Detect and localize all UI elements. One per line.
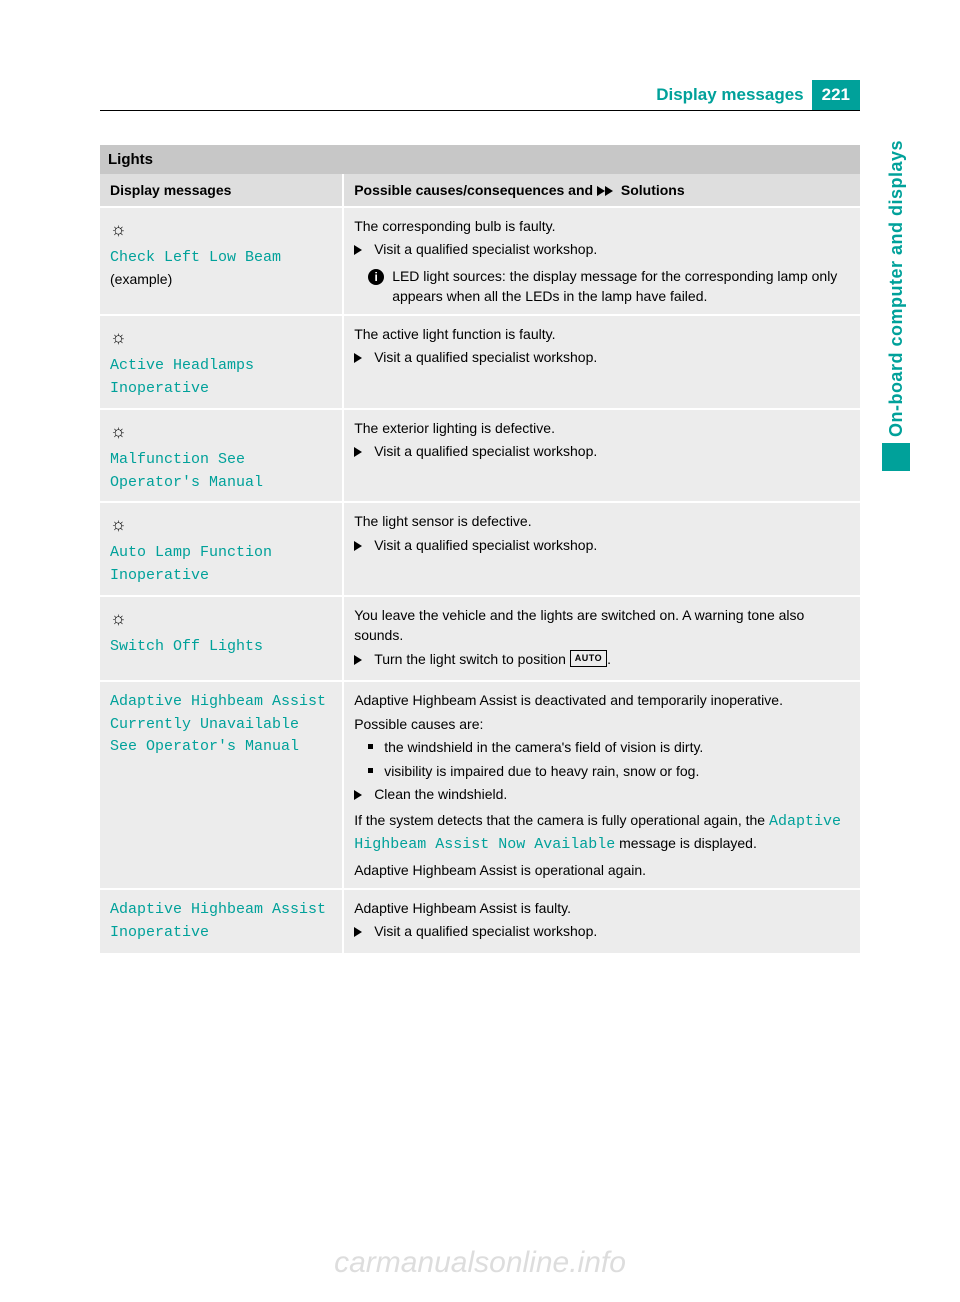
section-title: Lights (100, 145, 860, 174)
side-tab: On-board computer and displays (882, 140, 910, 471)
triangle-icon (354, 447, 362, 457)
tail-pre: If the system detects that the camera is… (354, 812, 769, 828)
table-row: ☼ Switch Off Lights You leave the vehicl… (100, 596, 860, 681)
cause-text: The corresponding bulb is faulty. (354, 216, 850, 236)
table-row: Adaptive Highbeam Assist Inoperative Ada… (100, 889, 860, 953)
triangle-icon (605, 186, 613, 196)
triangle-icon (597, 186, 605, 196)
triangle-icon (354, 245, 362, 255)
side-tab-marker (882, 443, 910, 471)
table-row: ☼ Malfunction See Operator's Manual The … (100, 409, 860, 503)
triangle-icon (354, 353, 362, 363)
col2-prefix: Possible causes/consequences and (354, 182, 597, 198)
page: Display messages 221 On-board computer a… (0, 0, 960, 1302)
triangle-icon (354, 655, 362, 665)
display-message: Adaptive Highbeam Assist Currently Unava… (110, 693, 326, 756)
action-post: . (607, 651, 611, 667)
bulb-icon: ☼ (110, 324, 127, 350)
display-message: Switch Off Lights (110, 638, 263, 655)
auto-icon: AUTO (570, 650, 607, 667)
bulb-icon: ☼ (110, 418, 127, 444)
display-message: Malfunction See Operator's Manual (110, 451, 263, 491)
info-text: LED light sources: the display message f… (392, 266, 850, 307)
page-header: Display messages 221 (656, 80, 860, 110)
display-message: Auto Lamp Function Inoperative (110, 544, 272, 584)
action-text: Visit a qualified specialist workshop. (374, 239, 850, 259)
col-causes-solutions: Possible causes/consequences and Solutio… (343, 174, 860, 207)
header-title: Display messages (656, 80, 811, 110)
info-icon: i (368, 269, 384, 285)
watermark: carmanualsonline.info (0, 1246, 960, 1280)
side-tab-label: On-board computer and displays (886, 140, 907, 437)
table-row: ☼ Check Left Low Beam (example) The corr… (100, 207, 860, 315)
messages-table: Display messages Possible causes/consequ… (100, 174, 860, 953)
header-page-number: 221 (812, 80, 860, 110)
action-text: Visit a qualified specialist workshop. (374, 347, 850, 367)
display-message: Active Headlamps Inoperative (110, 357, 254, 397)
bulb-icon: ☼ (110, 511, 127, 537)
content: Lights Display messages Possible causes/… (100, 145, 860, 953)
cause-text: The exterior lighting is defective. (354, 418, 850, 438)
cause-text: The light sensor is defective. (354, 511, 850, 531)
tail-text-2: Adaptive Highbeam Assist is operational … (354, 860, 850, 880)
table-row: ☼ Active Headlamps Inoperative The activ… (100, 315, 860, 409)
action-text: Visit a qualified specialist workshop. (374, 921, 850, 941)
cause-text: You leave the vehicle and the lights are… (354, 605, 850, 646)
bullet-icon (368, 768, 373, 773)
bullet-text: visibility is impaired due to heavy rain… (384, 761, 850, 781)
action-text: Turn the light switch to position AUTO. (374, 649, 850, 669)
tail-text: If the system detects that the camera is… (354, 810, 850, 856)
cause-text: The active light function is faulty. (354, 324, 850, 344)
action-text: Visit a qualified specialist workshop. (374, 441, 850, 461)
col-display-messages: Display messages (100, 174, 343, 207)
cause-text: Adaptive Highbeam Assist is deactivated … (354, 690, 850, 710)
triangle-icon (354, 541, 362, 551)
action-text: Clean the windshield. (374, 784, 850, 804)
table-row: ☼ Auto Lamp Function Inoperative The lig… (100, 502, 860, 596)
triangle-icon (354, 927, 362, 937)
action-pre: Turn the light switch to position (374, 651, 570, 667)
header-rule (100, 110, 860, 111)
bulb-icon: ☼ (110, 605, 127, 631)
cause-text: Adaptive Highbeam Assist is faulty. (354, 898, 850, 918)
display-message-note: (example) (110, 271, 172, 287)
col2-suffix: Solutions (621, 182, 685, 198)
triangle-icon (354, 790, 362, 800)
table-row: Adaptive Highbeam Assist Currently Unava… (100, 681, 860, 889)
display-message: Adaptive Highbeam Assist Inoperative (110, 901, 326, 941)
cause-text-2: Possible causes are: (354, 714, 850, 734)
bullet-icon (368, 744, 373, 749)
display-message: Check Left Low Beam (110, 249, 281, 266)
tail-post: message is displayed. (615, 835, 757, 851)
bullet-text: the windshield in the camera's field of … (384, 737, 850, 757)
bulb-icon: ☼ (110, 216, 127, 242)
action-text: Visit a qualified specialist workshop. (374, 535, 850, 555)
